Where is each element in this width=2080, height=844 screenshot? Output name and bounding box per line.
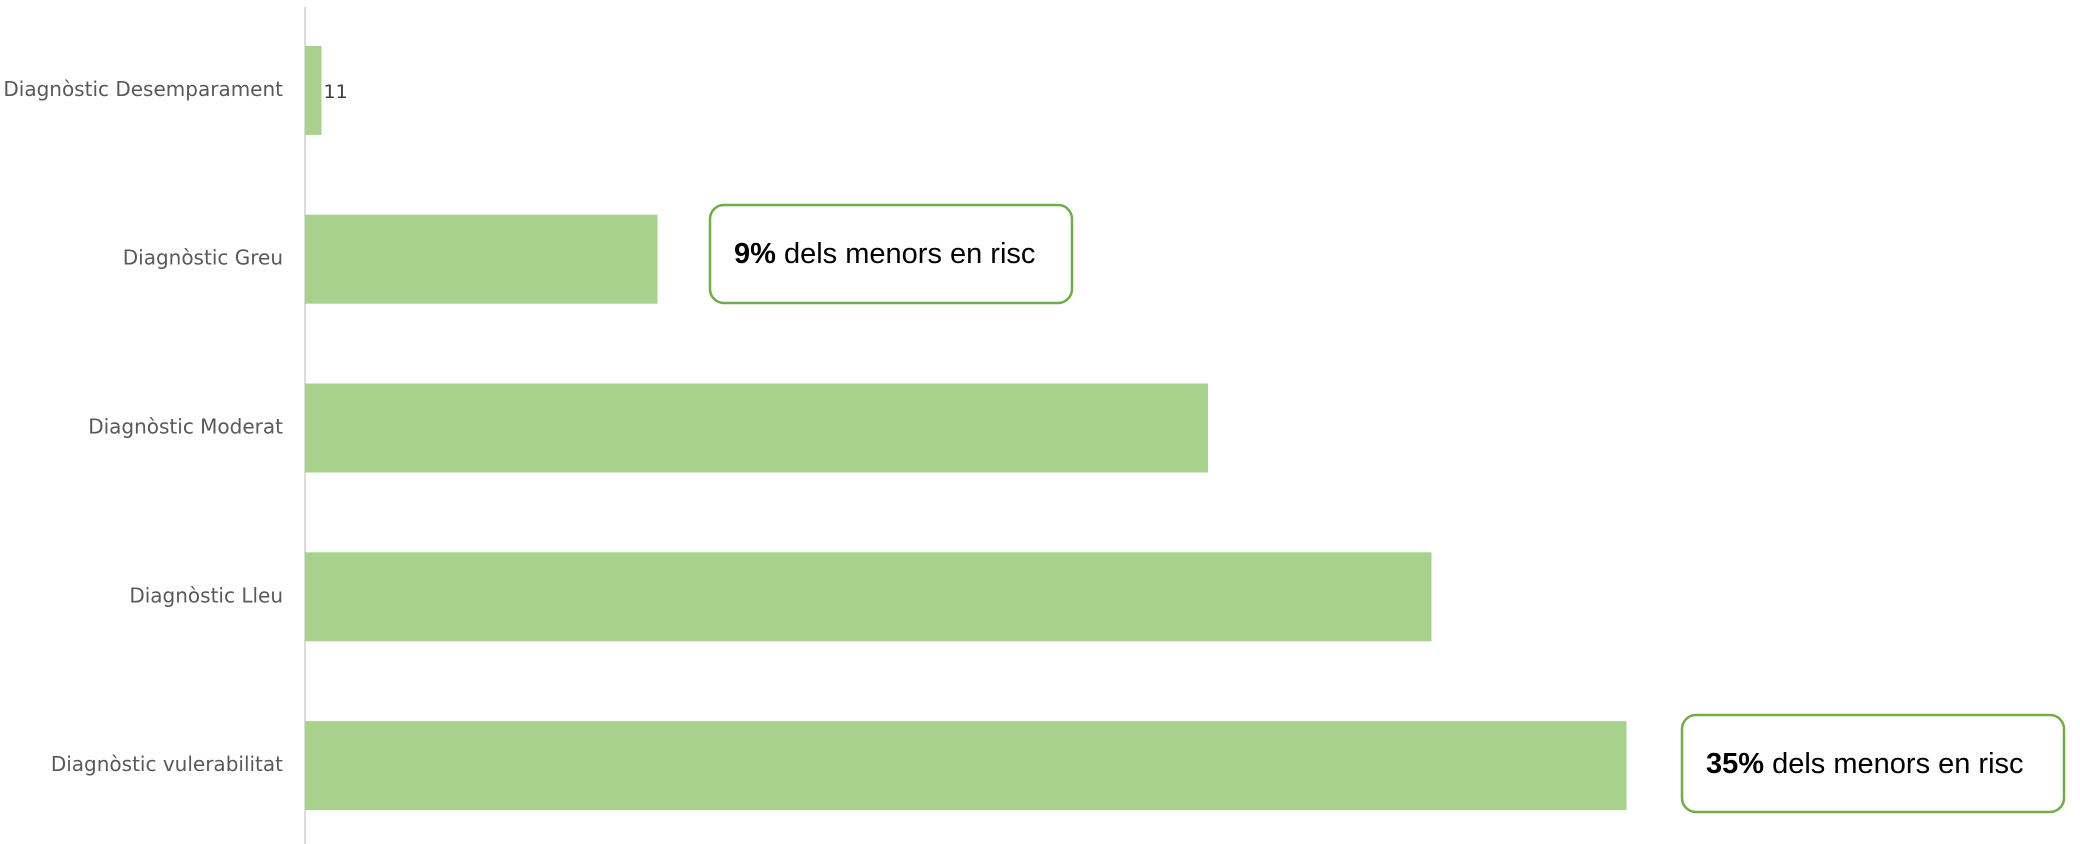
annotation-text: 35% dels menors en risc xyxy=(1706,748,2024,780)
annotation-box xyxy=(708,203,1074,305)
value-label: 11 xyxy=(324,81,348,103)
bar xyxy=(305,45,322,135)
annotation-emphasis: 35% xyxy=(1706,748,1764,780)
category-label: Diagnòstic vulerabilitat xyxy=(51,752,283,776)
bar xyxy=(305,214,658,304)
bar xyxy=(305,383,1208,473)
annotation-text: 9% dels menors en risc xyxy=(734,238,1035,270)
category-label: Diagnòstic Moderat xyxy=(88,415,283,439)
annotation: 35% dels menors en risc xyxy=(1680,713,2066,814)
annotation-emphasis: 9% xyxy=(734,238,776,270)
bar xyxy=(305,721,1627,811)
annotation-body: dels menors en risc xyxy=(784,238,1035,270)
annotation-body: dels menors en risc xyxy=(1772,748,2023,780)
bar xyxy=(305,552,1432,642)
annotation-box xyxy=(1680,713,2066,814)
category-label: Diagnòstic Lleu xyxy=(129,583,283,607)
annotation: 9% dels menors en risc xyxy=(708,203,1074,305)
category-label: Diagnòstic Desemparament xyxy=(3,77,283,101)
category-label: Diagnòstic Greu xyxy=(123,246,283,270)
